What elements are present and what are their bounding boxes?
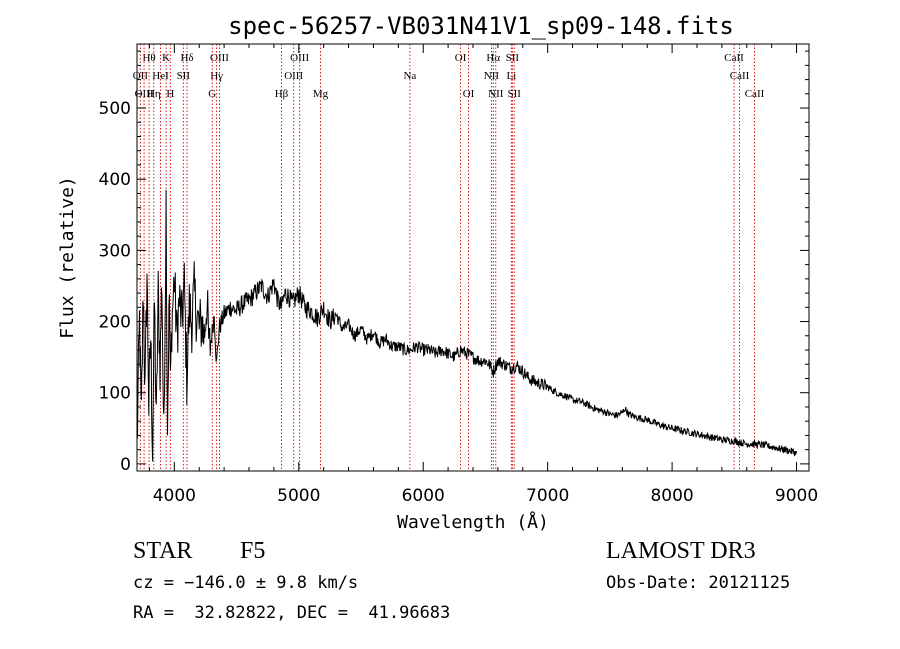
line-label: OI bbox=[455, 52, 467, 64]
x-tick-label: 4000 bbox=[153, 486, 196, 506]
y-tick-label: 400 bbox=[99, 170, 131, 190]
y-tick-label: 0 bbox=[120, 455, 131, 475]
line-label: K bbox=[162, 52, 170, 64]
line-label: OIII bbox=[135, 88, 154, 100]
line-label: H bbox=[166, 88, 174, 100]
line-label: OIII bbox=[284, 70, 303, 82]
line-label: Li bbox=[506, 70, 516, 82]
line-label: CaII bbox=[745, 88, 765, 100]
x-tick-label: 5000 bbox=[277, 486, 320, 506]
line-label: SII bbox=[507, 88, 521, 100]
line-label: Hβ bbox=[275, 88, 289, 100]
line-label: G bbox=[208, 88, 216, 100]
chart-title: spec-56257-VB031N41V1_sp09-148.fits bbox=[228, 12, 734, 40]
x-tick-label: 8000 bbox=[650, 486, 693, 506]
line-label: OII bbox=[133, 70, 149, 82]
x-tick-label: 6000 bbox=[402, 486, 445, 506]
spectrum-line bbox=[136, 189, 798, 462]
x-tick-label: 7000 bbox=[526, 486, 569, 506]
line-label: Hδ bbox=[180, 52, 193, 64]
y-tick-label: 200 bbox=[99, 313, 131, 333]
line-label: Hα bbox=[486, 52, 500, 64]
line-label: Na bbox=[403, 70, 416, 82]
line-label: NII bbox=[488, 88, 504, 100]
line-label: OIII bbox=[210, 52, 229, 64]
line-label: HeI bbox=[152, 70, 169, 82]
line-label: OI bbox=[463, 88, 475, 100]
line-label: Hη bbox=[147, 88, 161, 100]
y-tick-label: 100 bbox=[99, 384, 131, 404]
line-label: CaII bbox=[724, 52, 744, 64]
object-class: STAR bbox=[133, 538, 193, 564]
object-subclass: F5 bbox=[240, 538, 266, 564]
line-label: SII bbox=[506, 52, 520, 64]
y-tick-label: 500 bbox=[99, 99, 131, 119]
survey-name: LAMOST DR3 bbox=[606, 538, 756, 564]
x-tick-label: 9000 bbox=[775, 486, 818, 506]
line-label: Mg bbox=[313, 88, 329, 100]
line-label: Hγ bbox=[210, 70, 223, 82]
plot-frame bbox=[136, 43, 810, 472]
x-axis-label: Wavelength (Å) bbox=[397, 511, 549, 533]
line-label: CaII bbox=[730, 70, 750, 82]
redshift-velocity: cz = −146.0 ± 9.8 km/s bbox=[133, 573, 359, 593]
line-label: OIII bbox=[290, 52, 309, 64]
y-axis-label: Flux (relative) bbox=[57, 176, 78, 339]
line-label: NII bbox=[484, 70, 500, 82]
y-tick-label: 300 bbox=[99, 241, 131, 261]
line-label: SII bbox=[177, 70, 191, 82]
line-label: Hθ bbox=[142, 52, 155, 64]
observation-date: Obs-Date: 20121125 bbox=[606, 573, 791, 593]
sky-coordinates: RA = 32.82822, DEC = 41.96683 bbox=[133, 603, 451, 623]
